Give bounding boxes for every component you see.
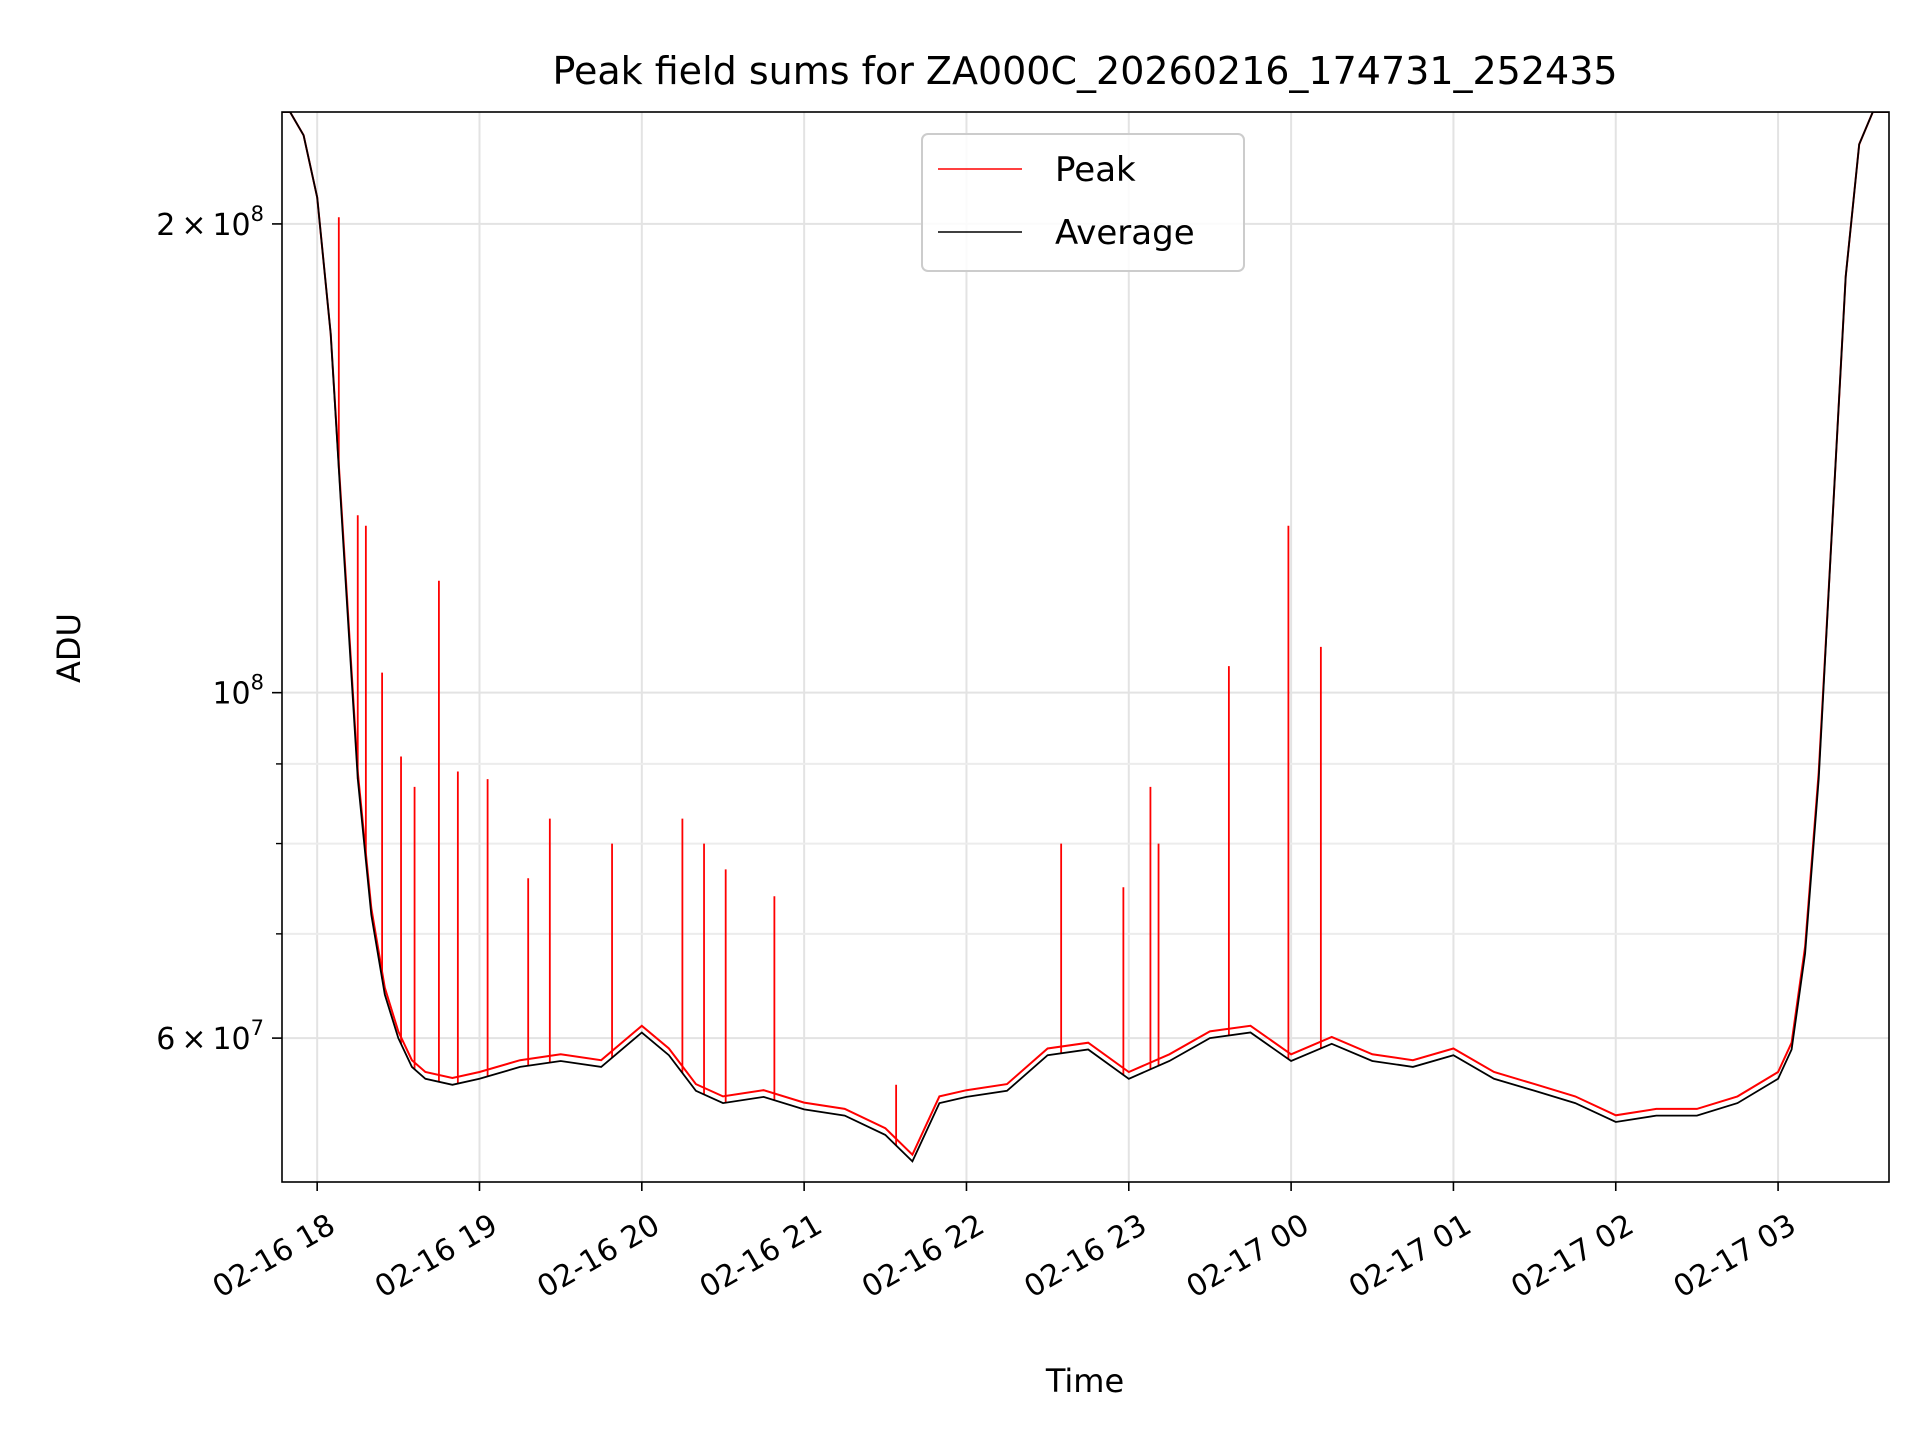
x-tick-label: 02-16 21 (694, 1207, 828, 1305)
legend: Peak Average (921, 133, 1245, 272)
y-axis-label: ADU (50, 613, 88, 683)
y-tick-label: 108 (212, 671, 264, 712)
y-axis: 6 × 107 108 2 × 108 (156, 202, 282, 1057)
x-tick-label: 02-17 02 (1505, 1207, 1639, 1305)
x-tick-label: 02-16 18 (207, 1207, 341, 1305)
x-tick-label: 02-16 19 (369, 1207, 503, 1305)
legend-label-peak: Peak (1055, 150, 1136, 190)
y-tick-label: 6 × 107 (156, 1016, 264, 1057)
x-tick-label: 02-16 23 (1018, 1207, 1152, 1305)
x-axis-label: Time (1045, 1362, 1124, 1400)
plot-frame (281, 111, 1890, 1183)
y-tick-label: 2 × 108 (156, 202, 264, 243)
x-tick-label: 02-17 03 (1668, 1207, 1802, 1305)
series-line-average (282, 112, 1889, 1163)
chart-title: Peak field sums for ZA000C_20260216_1747… (552, 49, 1617, 93)
legend-label-average: Average (1055, 213, 1195, 253)
series-layer (282, 112, 1889, 1163)
x-tick-label: 02-16 22 (856, 1207, 990, 1305)
x-axis: 02-16 18 02-16 19 02-16 20 02-16 21 02-16 22… (207, 1182, 1802, 1305)
x-tick-label: 02-17 01 (1343, 1207, 1477, 1305)
x-tick-label: 02-16 20 (531, 1207, 665, 1305)
x-tick-label: 02-17 00 (1181, 1207, 1315, 1305)
plot-background (282, 112, 1889, 1182)
